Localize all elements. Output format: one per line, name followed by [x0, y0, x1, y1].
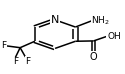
- Text: F: F: [13, 57, 18, 66]
- Text: F: F: [2, 41, 7, 50]
- Text: OH: OH: [107, 32, 121, 41]
- Text: O: O: [90, 52, 97, 62]
- Text: N: N: [51, 15, 59, 25]
- Text: F: F: [25, 57, 30, 66]
- Text: NH$_2$: NH$_2$: [91, 15, 110, 27]
